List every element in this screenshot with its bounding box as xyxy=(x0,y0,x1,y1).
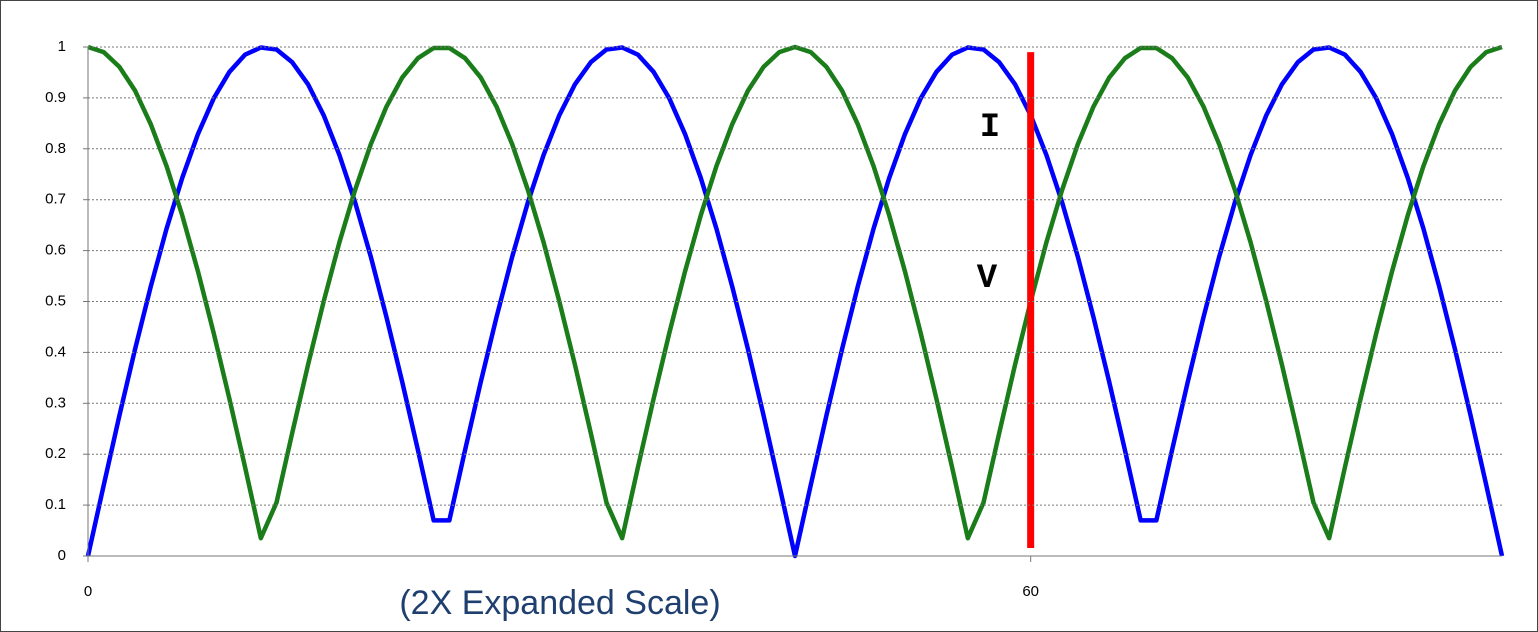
y-tick-label: 0.9 xyxy=(45,89,66,106)
y-tick-label: 0.5 xyxy=(45,292,66,309)
y-tick-label: 0.4 xyxy=(45,343,66,360)
y-tick-label: 0 xyxy=(58,547,66,564)
y-tick-label: 0.8 xyxy=(45,140,66,157)
series-label: V xyxy=(977,260,998,298)
y-tick-label: 0.7 xyxy=(45,191,66,208)
y-tick-label: 0.2 xyxy=(45,445,66,462)
y-tick-label: 0.1 xyxy=(45,496,66,513)
series-line xyxy=(87,44,1503,541)
y-tick-label: 0.6 xyxy=(45,242,66,259)
series-label: I xyxy=(980,109,1000,147)
chart-subtitle: (2X Expanded Scale) xyxy=(399,584,720,622)
y-tick-label: 0.3 xyxy=(45,394,66,411)
y-tick-label: 1 xyxy=(58,38,66,55)
x-tick-label: 0 xyxy=(84,583,92,600)
x-tick-label: 60 xyxy=(1022,583,1039,600)
